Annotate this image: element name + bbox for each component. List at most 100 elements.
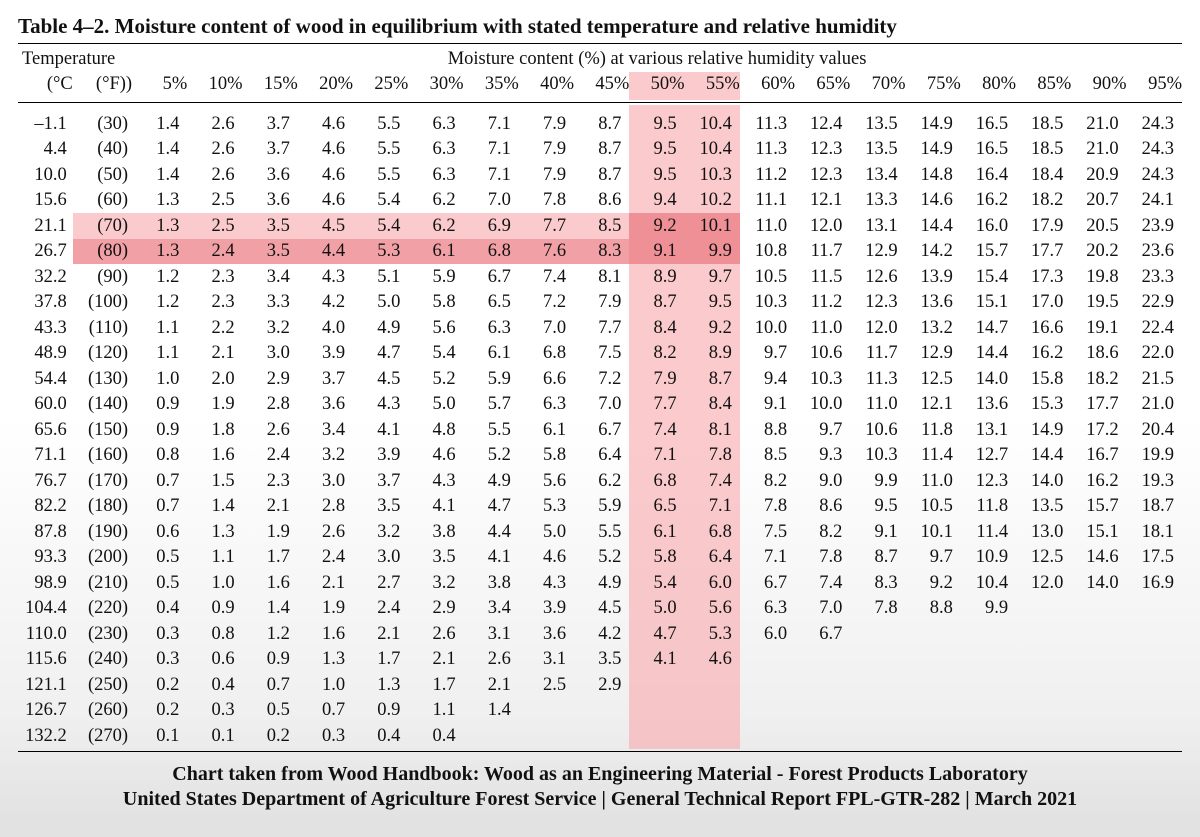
cell-value [906, 621, 961, 647]
cell-value: 4.4 [298, 239, 353, 265]
cell-value: 3.6 [519, 621, 574, 647]
cell-value: 17.3 [1016, 264, 1071, 290]
cell-value: 18.7 [1127, 494, 1182, 520]
cell-value: 7.9 [519, 105, 574, 137]
header-rh-5%: 5% [132, 72, 187, 100]
cell-temp-f: (110) [73, 315, 132, 341]
cell-value: 14.9 [906, 105, 961, 137]
cell-value: 8.2 [629, 341, 684, 367]
cell-value: 0.2 [132, 672, 187, 698]
cell-temp-c: 32.2 [18, 264, 73, 290]
cell-value: 3.1 [519, 647, 574, 673]
cell-value: 13.5 [1016, 494, 1071, 520]
cell-value: 18.5 [1016, 137, 1071, 163]
cell-value: 3.0 [243, 341, 298, 367]
cell-value: 1.3 [298, 647, 353, 673]
table-row: –1.1(30)1.42.63.74.65.56.37.17.98.79.510… [18, 105, 1182, 137]
cell-value [740, 672, 795, 698]
cell-value: 8.8 [740, 417, 795, 443]
cell-value: 2.3 [187, 290, 242, 316]
cell-value: 15.1 [961, 290, 1016, 316]
cell-value: 3.9 [353, 443, 408, 469]
cell-value: 5.0 [408, 392, 463, 418]
cell-temp-f: (50) [73, 162, 132, 188]
cell-value: 9.5 [629, 162, 684, 188]
cell-value [906, 723, 961, 749]
table-row: 15.6(60)1.32.53.64.65.46.27.07.88.69.410… [18, 188, 1182, 214]
cell-value: 14.6 [1071, 545, 1126, 571]
cell-value: 10.4 [685, 105, 740, 137]
cell-value: 7.4 [629, 417, 684, 443]
cell-value [1127, 723, 1182, 749]
cell-value: 21.0 [1071, 137, 1126, 163]
header-rh-25%: 25% [353, 72, 408, 100]
cell-value: 5.3 [685, 621, 740, 647]
cell-value: 0.1 [187, 723, 242, 749]
cell-value: 8.7 [574, 137, 629, 163]
cell-value: 5.5 [353, 137, 408, 163]
cell-value: 1.4 [464, 698, 519, 724]
table-row: 115.6(240)0.30.60.91.31.72.12.63.13.54.1… [18, 647, 1182, 673]
cell-value: 20.7 [1071, 188, 1126, 214]
cell-value: 9.4 [629, 188, 684, 214]
cell-value [1071, 698, 1126, 724]
cell-value [1071, 723, 1126, 749]
cell-value: 0.4 [353, 723, 408, 749]
cell-value: 4.5 [574, 596, 629, 622]
cell-value: 2.9 [408, 596, 463, 622]
cell-value: 20.2 [1071, 239, 1126, 265]
header-unit-f: (°F)) [73, 72, 132, 100]
cell-value: 7.7 [574, 315, 629, 341]
cell-temp-f: (180) [73, 494, 132, 520]
cell-value [1071, 596, 1126, 622]
cell-temp-c: 48.9 [18, 341, 73, 367]
cell-value: 3.0 [298, 468, 353, 494]
cell-value: 10.5 [906, 494, 961, 520]
cell-value [850, 647, 905, 673]
cell-value: 13.6 [961, 392, 1016, 418]
cell-temp-c: 132.2 [18, 723, 73, 749]
cell-value: 6.6 [519, 366, 574, 392]
cell-value: 10.3 [740, 290, 795, 316]
cell-value: 0.3 [298, 723, 353, 749]
cell-value: 4.3 [408, 468, 463, 494]
cell-value: 12.6 [850, 264, 905, 290]
cell-value: 0.4 [187, 672, 242, 698]
cell-value: 6.7 [464, 264, 519, 290]
cell-value: 5.3 [519, 494, 574, 520]
cell-value: 2.9 [243, 366, 298, 392]
cell-value: 13.9 [906, 264, 961, 290]
cell-value: 7.1 [464, 105, 519, 137]
cell-value: 2.4 [187, 239, 242, 265]
cell-value: 0.4 [132, 596, 187, 622]
cell-value: 14.8 [906, 162, 961, 188]
cell-value: 2.1 [187, 341, 242, 367]
cell-value: 8.5 [740, 443, 795, 469]
cell-temp-c: 43.3 [18, 315, 73, 341]
table-row: 32.2(90)1.22.33.44.35.15.96.77.48.18.99.… [18, 264, 1182, 290]
cell-value: 11.4 [906, 443, 961, 469]
cell-value [961, 723, 1016, 749]
cell-value: 11.5 [795, 264, 850, 290]
cell-value: 12.3 [795, 162, 850, 188]
cell-value: 7.8 [795, 545, 850, 571]
cell-value [1127, 698, 1182, 724]
cell-temp-c: 4.4 [18, 137, 73, 163]
cell-value: 9.5 [629, 137, 684, 163]
cell-value: 13.1 [961, 417, 1016, 443]
cell-value: 7.8 [685, 443, 740, 469]
cell-value: 0.3 [132, 621, 187, 647]
cell-value: 4.7 [353, 341, 408, 367]
cell-value: 6.1 [408, 239, 463, 265]
cell-value: 0.9 [132, 417, 187, 443]
cell-value: 9.2 [906, 570, 961, 596]
cell-value: 2.6 [243, 417, 298, 443]
cell-value [519, 723, 574, 749]
cell-value: 11.0 [795, 315, 850, 341]
header-rh-50%: 50% [629, 72, 684, 100]
cell-value: 9.7 [795, 417, 850, 443]
cell-value: 10.2 [685, 188, 740, 214]
cell-temp-c: 21.1 [18, 213, 73, 239]
cell-value [685, 723, 740, 749]
cell-value: 9.5 [850, 494, 905, 520]
